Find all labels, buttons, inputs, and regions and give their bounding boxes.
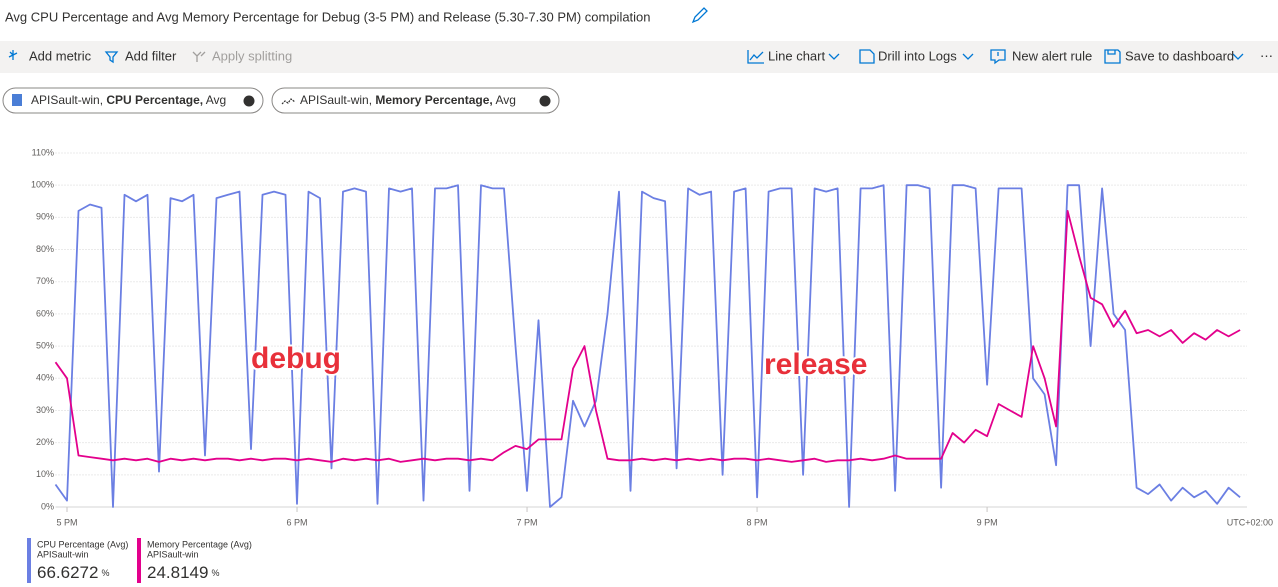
legend-swatch [27,538,31,583]
toolbar-button[interactable]: Line chart [768,48,825,63]
y-tick-label: 40% [36,373,54,383]
metric-pill[interactable] [271,87,560,114]
chevron [828,53,840,60]
line-chart-icon [747,50,764,64]
add-metric-icon [8,50,18,60]
legend-summary: 24.8149 [147,563,208,582]
x-tick-label: 5 PM [56,517,77,527]
timezone-label: UTC+02:00 [1227,517,1273,527]
y-tick-label: 80% [36,244,54,254]
x-tick-label: 6 PM [287,517,308,527]
remove-button[interactable] [243,95,255,107]
metric-pill[interactable] [2,87,264,114]
legend-unit: % [101,568,109,578]
y-tick-label: 70% [36,276,54,286]
logs-icon [859,49,875,64]
add-filter-icon [104,51,119,64]
cpu-icon [12,94,22,106]
toolbar-button[interactable]: Apply splitting [212,48,292,63]
toolbar-button[interactable]: Add filter [125,48,177,63]
y-tick-label: 10% [36,469,54,479]
toolbar-button[interactable]: Drill into Logs [878,48,957,63]
legend-resource: APISault-win [37,549,89,559]
y-tick-label: 0% [41,501,54,511]
legend-resource: APISault-win [147,549,199,559]
y-tick-label: 60% [36,308,54,318]
x-tick-label: 7 PM [517,517,538,527]
chart-title: Avg CPU Percentage and Avg Memory Percen… [5,9,651,24]
x-tick-label: 8 PM [747,517,768,527]
legend-swatch [137,538,141,583]
y-tick-label: 30% [36,405,54,415]
toolbar-button[interactable]: Save to dashboard [1125,48,1234,63]
annotation: debug [251,342,341,375]
legend-name: CPU Percentage (Avg) [37,539,128,549]
legend-summary: 24.8149% [147,563,219,582]
remove-button[interactable] [539,95,551,107]
memory-icon [281,98,296,105]
edit-icon[interactable] [691,7,708,24]
legend-name: Memory Percentage (Avg) [147,539,252,549]
annotation: release [764,348,867,381]
more-button[interactable]: ⋯ [1260,48,1273,63]
chevron [962,53,974,60]
pill-text: APISault-win, CPU Percentage, Avg [31,93,226,107]
toolbar-button[interactable]: Add metric [29,48,92,63]
series-line [54,210,1241,463]
alert-icon [990,49,1006,65]
legend-summary: 66.6272 [37,563,98,582]
y-tick-label: 90% [36,212,54,222]
y-tick-label: 100% [31,180,54,190]
y-tick-label: 20% [36,437,54,447]
y-tick-label: 50% [36,340,54,350]
chevron [1232,53,1244,60]
y-tick-label: 110% [32,147,54,157]
toolbar-button[interactable]: New alert rule [1012,48,1092,63]
save-icon [1104,49,1121,64]
legend-unit: % [211,568,219,578]
legend-summary: 66.6272% [37,563,109,582]
toolbar [0,41,1278,73]
x-tick-label: 9 PM [977,517,998,527]
pill-text: APISault-win, Memory Percentage, Avg [300,93,516,107]
splitting-icon [192,51,206,62]
series-line [54,184,1241,508]
